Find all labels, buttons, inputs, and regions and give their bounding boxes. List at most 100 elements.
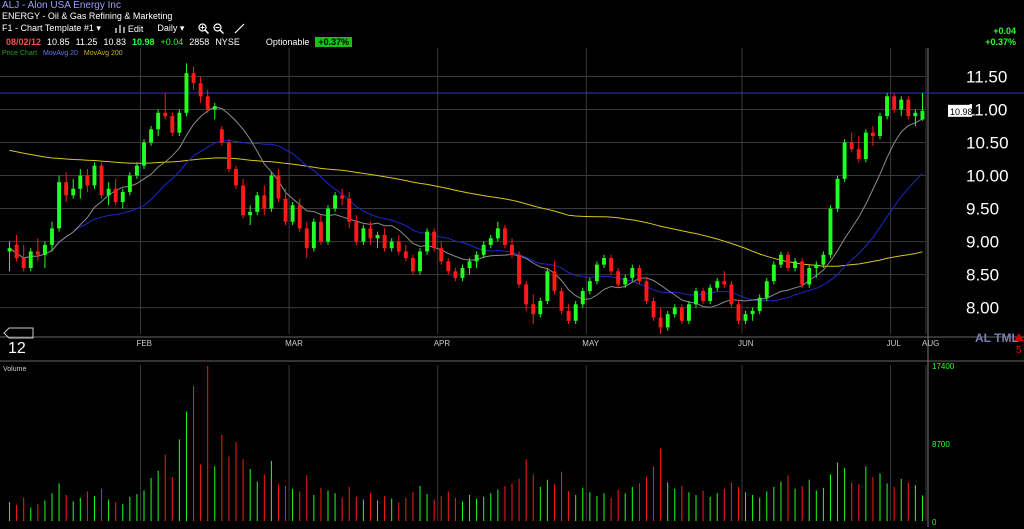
candle-body bbox=[906, 99, 911, 117]
candle bbox=[623, 274, 628, 288]
candle bbox=[290, 201, 295, 226]
candle-body bbox=[439, 248, 444, 262]
candle-body bbox=[510, 244, 514, 255]
candle-body bbox=[729, 284, 734, 305]
candle bbox=[495, 221, 500, 242]
candle bbox=[333, 192, 338, 212]
candle-body bbox=[361, 228, 366, 242]
candle bbox=[807, 264, 812, 288]
candle-body bbox=[488, 238, 493, 245]
candle bbox=[361, 225, 366, 245]
candle bbox=[559, 287, 564, 315]
candle-body bbox=[326, 208, 330, 242]
candle-body bbox=[743, 314, 748, 321]
edit-button[interactable]: Edit bbox=[114, 24, 143, 34]
candle bbox=[113, 178, 118, 206]
candle bbox=[771, 261, 776, 285]
change-pct-badge: +0.37% bbox=[315, 37, 353, 47]
candle bbox=[616, 267, 621, 288]
candle bbox=[418, 248, 422, 275]
period-dropdown[interactable]: Daily ▾ bbox=[157, 23, 185, 33]
candle bbox=[828, 205, 833, 259]
x-tick-label: JUN bbox=[738, 339, 754, 348]
candle-body bbox=[665, 314, 670, 328]
candle-body bbox=[170, 116, 175, 133]
volume-tick-label: 8700 bbox=[932, 440, 950, 449]
candle bbox=[439, 241, 444, 265]
tab-arrow-icon[interactable] bbox=[3, 327, 35, 339]
candle-body bbox=[71, 188, 76, 196]
candle bbox=[64, 172, 69, 202]
candle-body bbox=[835, 178, 840, 209]
candle-body bbox=[651, 300, 656, 318]
candle bbox=[311, 218, 316, 252]
candle-body bbox=[793, 261, 798, 268]
candle-body bbox=[354, 221, 359, 242]
candle-body bbox=[418, 251, 422, 272]
candle-body bbox=[425, 231, 430, 252]
candle bbox=[340, 188, 345, 206]
candle-body bbox=[722, 281, 727, 285]
candle-body bbox=[460, 267, 465, 278]
last-price-box bbox=[948, 104, 972, 117]
candle bbox=[120, 188, 125, 209]
x-tick-label: MAY bbox=[582, 339, 599, 348]
candle bbox=[127, 172, 132, 196]
candle bbox=[658, 307, 663, 334]
candle-body bbox=[828, 208, 833, 255]
right-change-pct: +0.37% bbox=[985, 37, 1016, 47]
candle bbox=[467, 258, 472, 275]
candle-body bbox=[234, 168, 238, 186]
candle-body bbox=[453, 271, 458, 278]
candle bbox=[729, 281, 734, 308]
candle bbox=[814, 261, 819, 278]
candle-body bbox=[821, 254, 826, 265]
y-tick-label: 9.00 bbox=[966, 233, 999, 252]
candle bbox=[481, 241, 486, 259]
candle-body bbox=[524, 284, 529, 305]
candle bbox=[50, 221, 54, 252]
candle-body bbox=[35, 251, 40, 255]
quote-bar: 08/02/12 10.85 11.25 10.83 10.98 +0.04 2… bbox=[6, 37, 353, 47]
candle bbox=[573, 300, 578, 325]
candle bbox=[205, 89, 210, 113]
candle-body bbox=[21, 258, 26, 268]
candle-body bbox=[64, 182, 69, 196]
draw-line-icon[interactable] bbox=[234, 23, 245, 34]
candle bbox=[410, 254, 415, 275]
candle-body bbox=[771, 264, 776, 282]
candle bbox=[21, 244, 26, 272]
candle bbox=[460, 264, 465, 282]
candle-body bbox=[134, 165, 139, 176]
candle-body bbox=[566, 310, 571, 321]
chart-corner-logo: AL TML bbox=[975, 331, 1019, 345]
candle-body bbox=[382, 234, 387, 249]
candle-body bbox=[92, 165, 97, 186]
candle bbox=[347, 192, 352, 229]
candle-body bbox=[262, 195, 267, 209]
candle-body bbox=[920, 110, 925, 120]
candle bbox=[432, 228, 437, 252]
candle-body bbox=[14, 244, 19, 259]
candle bbox=[764, 277, 769, 301]
candlesticks bbox=[7, 63, 925, 334]
zoom-in-icon[interactable] bbox=[198, 23, 210, 34]
y-tick-label: 10.00 bbox=[966, 167, 1009, 186]
candle bbox=[743, 310, 748, 325]
template-dropdown[interactable]: F1 - Chart Template #1 ▾ bbox=[2, 23, 101, 33]
candle-body bbox=[333, 195, 338, 209]
candle bbox=[453, 267, 458, 282]
candle bbox=[134, 162, 139, 179]
zoom-out-icon[interactable] bbox=[213, 23, 225, 34]
candle-body bbox=[644, 281, 649, 301]
candle bbox=[184, 63, 189, 117]
candle-body bbox=[630, 267, 635, 278]
candle-body bbox=[276, 175, 281, 199]
candle bbox=[191, 66, 196, 90]
candle-body bbox=[318, 221, 323, 242]
candle bbox=[163, 93, 168, 120]
candle-body bbox=[757, 297, 762, 311]
candle bbox=[156, 109, 161, 136]
optionable-label: Optionable bbox=[265, 37, 310, 47]
candle-body bbox=[580, 291, 585, 305]
